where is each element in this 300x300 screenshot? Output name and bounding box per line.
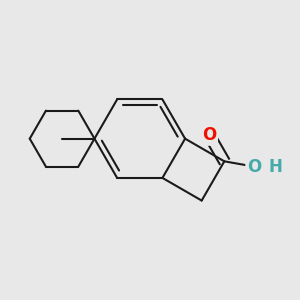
Text: H: H — [268, 158, 282, 175]
Text: O: O — [202, 126, 216, 144]
Text: O: O — [247, 158, 261, 175]
